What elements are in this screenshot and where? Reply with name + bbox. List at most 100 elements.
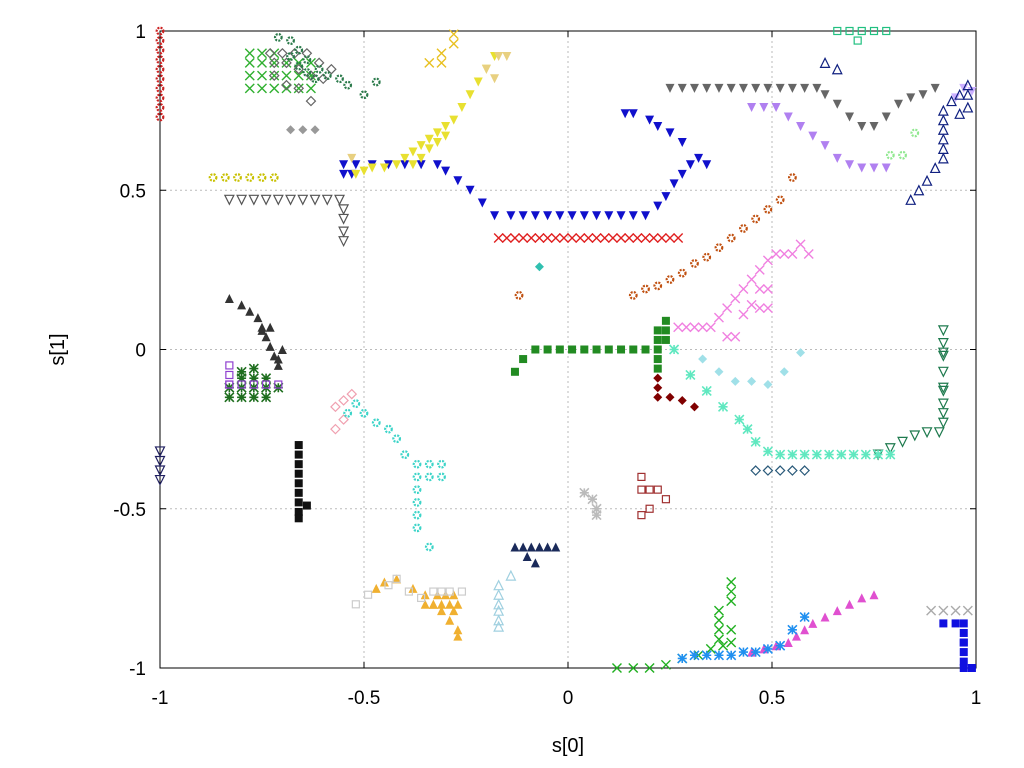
data-point: [449, 115, 459, 125]
data-point: [713, 650, 725, 661]
data-point: [412, 510, 422, 520]
data-point: [775, 449, 786, 460]
data-point: [437, 599, 447, 609]
data-point: [408, 160, 418, 170]
data-point: [490, 74, 500, 84]
data-point: [155, 74, 165, 84]
data-point: [249, 380, 258, 389]
data-point: [293, 83, 304, 94]
data-point: [637, 485, 646, 494]
data-point: [833, 26, 842, 36]
data-point: [832, 99, 842, 109]
data-point: [534, 542, 544, 552]
data-point: [445, 587, 454, 596]
data-point: [555, 211, 565, 221]
y-tick-label: 0: [135, 341, 146, 362]
data-point: [665, 392, 675, 402]
data-point: [457, 587, 467, 596]
data-point: [437, 459, 446, 469]
data-point: [257, 83, 267, 94]
data-point: [820, 90, 830, 100]
data-point: [400, 160, 410, 170]
data-point: [248, 363, 259, 374]
data-point: [400, 153, 410, 163]
data-point: [746, 274, 757, 285]
data-point: [558, 233, 569, 244]
data-point: [808, 618, 818, 628]
data-point: [885, 150, 895, 160]
data-point: [428, 599, 438, 609]
data-point: [726, 83, 736, 93]
data-point: [857, 593, 867, 603]
data-point: [913, 184, 925, 196]
data-point: [845, 26, 854, 36]
data-point: [734, 414, 745, 425]
data-point: [726, 596, 737, 607]
data-point: [286, 125, 296, 135]
data-point: [248, 194, 260, 206]
data-point: [465, 90, 475, 100]
data-point: [653, 355, 662, 364]
data-point: [763, 204, 773, 214]
data-point: [334, 194, 345, 206]
data-point: [669, 344, 680, 355]
data-point: [959, 638, 968, 647]
data-point: [937, 347, 949, 359]
data-point: [269, 83, 280, 94]
data-point: [937, 385, 949, 397]
data-point: [791, 631, 801, 641]
data-point: [371, 583, 381, 593]
data-point: [330, 401, 341, 413]
data-point: [269, 57, 280, 68]
data-point: [294, 498, 303, 507]
data-point: [301, 47, 313, 59]
data-point: [568, 345, 577, 354]
x-tick-label: 1: [971, 688, 982, 709]
data-point: [959, 619, 968, 628]
data-point: [909, 430, 921, 442]
data-point: [665, 83, 675, 93]
data-point: [832, 153, 842, 163]
data-point: [677, 268, 687, 278]
data-point: [441, 166, 451, 176]
data-point: [803, 248, 814, 259]
data-point: [294, 450, 303, 459]
data-point: [424, 459, 434, 469]
data-point: [893, 99, 903, 109]
data-point: [954, 107, 966, 119]
data-point: [754, 264, 765, 275]
data-point: [273, 354, 283, 364]
data-point: [698, 354, 708, 364]
data-point: [604, 345, 613, 354]
data-point: [869, 590, 879, 600]
data-point: [726, 233, 736, 243]
data-point: [351, 600, 360, 609]
data-point: [796, 122, 806, 132]
data-point: [392, 574, 401, 583]
data-point: [787, 624, 798, 635]
data-point: [351, 399, 361, 409]
data-point: [954, 88, 966, 100]
data-point: [939, 619, 948, 628]
data-point: [281, 70, 292, 81]
data-point: [644, 663, 655, 673]
data-point: [155, 64, 165, 74]
data-point: [155, 55, 165, 65]
data-point: [224, 294, 234, 304]
data-point: [322, 71, 332, 80]
data-point: [665, 275, 675, 284]
data-point: [448, 38, 459, 49]
data-point: [722, 331, 733, 342]
data-point: [155, 83, 165, 93]
data-point: [845, 160, 855, 170]
data-point: [689, 650, 700, 661]
data-point: [689, 402, 699, 412]
data-point: [937, 417, 949, 429]
data-point: [281, 79, 292, 91]
data-point: [269, 70, 280, 81]
data-point: [796, 348, 806, 358]
data-point: [432, 137, 442, 147]
data-point: [641, 211, 651, 221]
data-point: [493, 620, 505, 632]
data-point: [799, 611, 810, 623]
